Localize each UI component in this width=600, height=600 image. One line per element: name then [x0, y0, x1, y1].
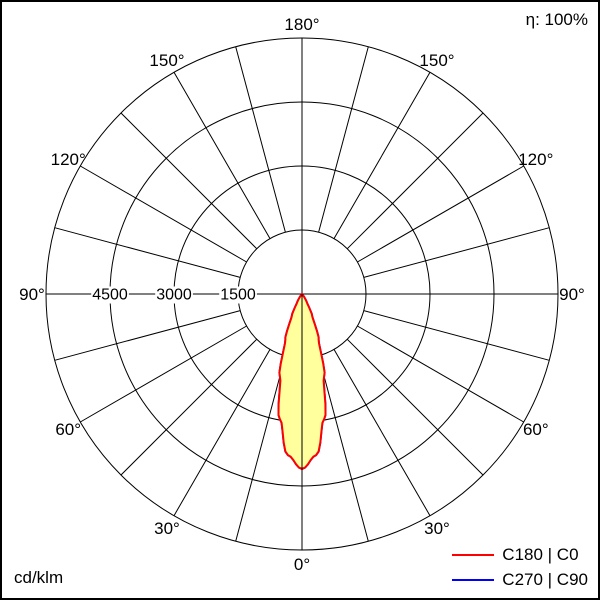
angle-label: 120° — [518, 150, 553, 169]
angle-label: 180° — [284, 15, 319, 34]
angle-label: 90° — [559, 285, 585, 304]
legend-item-c180-c0: C180 | C0 — [452, 545, 579, 565]
grid-spoke — [173, 72, 271, 239]
angle-label: 30° — [154, 519, 180, 538]
grid-spoke — [346, 338, 484, 476]
efficiency-label: η: 100% — [525, 10, 588, 29]
ring-value-label: 3000 — [156, 287, 192, 304]
angle-label: 60° — [55, 420, 81, 439]
ring-value-label: 1500 — [220, 287, 256, 304]
ring-label-bg — [91, 286, 129, 304]
grid-spoke — [120, 338, 258, 476]
legend-label-c180-c0: C180 | C0 — [502, 545, 579, 564]
ring-label-bg — [219, 286, 257, 304]
legend-line-blue — [452, 579, 495, 581]
legend: C180 | C0 C270 | C90 — [452, 545, 588, 590]
legend-label-c270-c90: C270 | C90 — [502, 570, 588, 589]
ring-label-bg — [155, 286, 193, 304]
grid-spoke — [235, 355, 286, 542]
angle-label: 150° — [149, 51, 184, 70]
grid-spoke — [318, 355, 369, 542]
grid-spoke — [235, 46, 286, 233]
grid-spoke — [363, 310, 550, 361]
grid-spoke — [333, 72, 431, 239]
grid-spoke — [363, 227, 550, 278]
angle-label: 0° — [294, 555, 310, 574]
legend-line-red — [452, 554, 495, 556]
grid-spoke — [54, 227, 241, 278]
angle-label: 30° — [424, 519, 450, 538]
grid-spoke — [80, 165, 247, 263]
angle-label: 90° — [19, 285, 45, 304]
angle-label: 60° — [523, 420, 549, 439]
grid-spoke — [346, 112, 484, 250]
grid-spoke — [173, 349, 271, 516]
angle-label: 120° — [51, 150, 86, 169]
grid-spoke — [54, 310, 241, 361]
legend-item-c270-c90: C270 | C90 — [452, 570, 588, 590]
grid-spoke — [357, 165, 524, 263]
grid-spoke — [333, 349, 431, 516]
ring-value-label: 4500 — [92, 287, 128, 304]
grid-spoke — [80, 325, 247, 423]
unit-label: cd/klm — [14, 568, 64, 587]
grid-spoke — [318, 46, 369, 233]
angle-label: 150° — [419, 51, 454, 70]
grid-spoke — [357, 325, 524, 423]
grid-spoke — [120, 112, 258, 250]
